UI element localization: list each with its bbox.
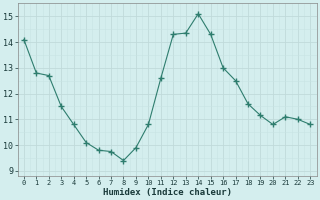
X-axis label: Humidex (Indice chaleur): Humidex (Indice chaleur) [103, 188, 232, 197]
